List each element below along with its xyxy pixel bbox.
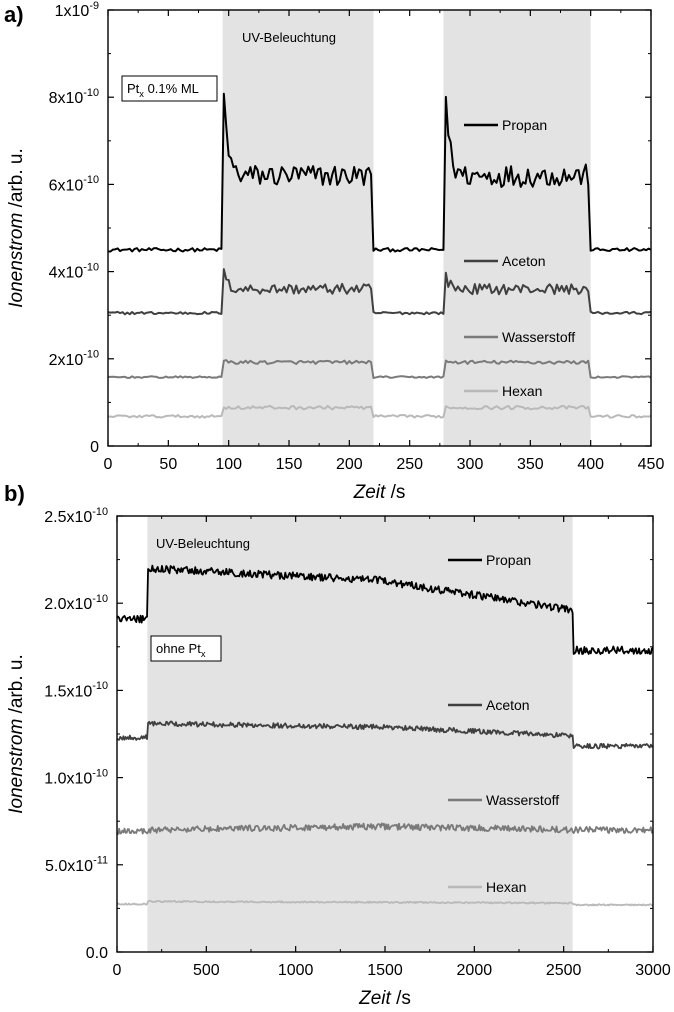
- legend-label-propan: Propan: [486, 552, 531, 568]
- x-tick-label: 1500: [367, 962, 403, 979]
- panel-b: 0 500 1000 1500 2000 2500 3000 0.0 5.0x10-11 1.0x…: [4, 481, 671, 1009]
- uv-label: UV-Beleuchtung: [242, 30, 336, 45]
- y-tick-label: 4x10-10: [49, 261, 99, 281]
- x-tick-label: 500: [193, 962, 220, 979]
- y-tick-label: 8x10-10: [49, 87, 99, 107]
- series-line-propan: [116, 564, 654, 655]
- legend-label-aceton: Aceton: [502, 253, 546, 269]
- legend-label-propan: Propan: [502, 117, 547, 133]
- x-axis-title: Zeit /s: [358, 988, 411, 1009]
- panel-a: 0 50 100 150 200 250 300 350 400 450 0 2x10-10 4x10-…: [4, 0, 664, 503]
- legend-label-hexan: Hexan: [486, 879, 526, 895]
- x-tick-label: 0: [113, 962, 122, 979]
- x-tick-label: 350: [517, 456, 544, 473]
- panel-label: b): [4, 481, 25, 506]
- y-axis-title: Ionenstrom /arb. u.: [6, 148, 27, 307]
- series-line-wasserstoff: [107, 359, 652, 379]
- y-tick-label: 0.0: [86, 945, 108, 962]
- y-tick-label: 2x10-10: [49, 349, 99, 369]
- x-axis-title: Zeit /s: [353, 482, 406, 503]
- x-tick-label: 2500: [546, 962, 582, 979]
- x-tick-label: 3000: [635, 962, 671, 979]
- x-tick-label: 450: [638, 456, 665, 473]
- series-line-wasserstoff: [116, 822, 654, 835]
- x-tick-label: 300: [457, 456, 484, 473]
- series-line-hexan: [107, 404, 652, 419]
- legend-label-aceton: Aceton: [486, 697, 530, 713]
- y-tick-label: 1x10-9: [55, 0, 99, 20]
- panel-label: a): [4, 2, 24, 27]
- sample-label: Ptx 0.1% ML: [127, 81, 199, 99]
- y-tick-label: 5.0x10-11: [45, 855, 108, 875]
- x-tick-label: 400: [577, 456, 604, 473]
- sample-label-box: [150, 635, 222, 662]
- y-tick-label: 1.0x10-10: [44, 767, 108, 787]
- x-tick-label: 0: [104, 456, 113, 473]
- series-line-hexan: [116, 899, 654, 907]
- x-tick-label: 50: [159, 456, 177, 473]
- uv-label: UV-Beleuchtung: [156, 536, 250, 551]
- series-line-aceton: [107, 268, 652, 316]
- x-tick-label: 200: [336, 456, 363, 473]
- legend-label-wasserstoff: Wasserstoff: [486, 792, 559, 808]
- x-tick-label: 100: [215, 456, 242, 473]
- uv-shaded-region-2: [443, 10, 591, 446]
- y-tick-label: 2.5x10-10: [44, 506, 108, 526]
- uv-shaded-region-1: [222, 10, 374, 446]
- y-tick-label: 6x10-10: [49, 174, 99, 194]
- uv-shaded-region-1: [147, 516, 573, 952]
- y-axis-title: Ionenstrom /arb. u.: [6, 654, 27, 813]
- y-tick-label: 0: [90, 439, 99, 456]
- y-tick-label: 1.5x10-10: [44, 680, 108, 700]
- sample-label: ohne Ptx: [156, 641, 206, 659]
- sample-label-box: [121, 75, 218, 102]
- x-tick-label: 1000: [278, 962, 314, 979]
- y-tick-label: 2.0x10-10: [44, 593, 108, 613]
- series-line-propan: [107, 92, 652, 253]
- x-tick-label: 2000: [457, 962, 493, 979]
- legend-label-wasserstoff: Wasserstoff: [502, 329, 575, 345]
- x-tick-label: 150: [276, 456, 303, 473]
- legend-label-hexan: Hexan: [502, 383, 542, 399]
- series-line-aceton: [116, 720, 654, 750]
- x-tick-label: 250: [396, 456, 423, 473]
